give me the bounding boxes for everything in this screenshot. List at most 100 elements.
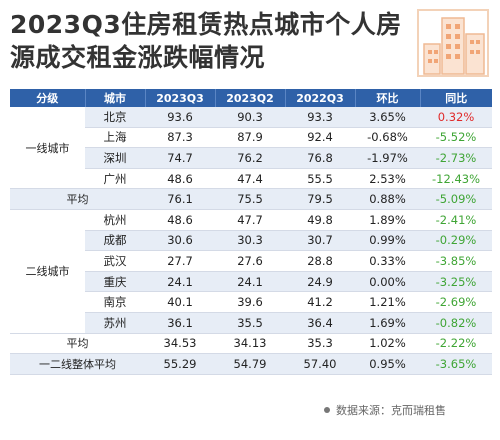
value-cell: 49.8 [285,209,355,231]
value-cell: 54.79 [215,353,285,375]
value-cell: 35.5 [215,312,285,334]
value-cell: 87.3 [145,127,215,149]
average-label: 平均 [10,188,145,210]
header-2022q3: 2022Q3 [285,89,356,107]
value-cell: 27.7 [145,250,215,272]
table-row-average: 平均 34.53 34.13 35.3 1.02% -2.22% [10,333,492,355]
header-qoq: 环比 [355,89,421,107]
value-cell: 24.1 [145,271,215,293]
qoq-cell: 0.00% [355,271,420,293]
qoq-cell: 0.99% [355,230,420,252]
qoq-cell: 0.33% [355,250,420,272]
value-cell: 48.6 [145,209,215,231]
value-cell: 76.8 [285,147,355,169]
qoq-cell: 1.89% [355,209,420,231]
value-cell: 30.7 [285,230,355,252]
yoy-cell: -3.65% [420,353,492,375]
header-2023q2: 2023Q2 [215,89,286,107]
city-cell: 广州 [85,168,145,190]
yoy-cell: -0.29% [420,230,492,252]
value-cell: 47.4 [215,168,285,190]
city-cell: 南京 [85,291,145,313]
qoq-cell: 2.53% [355,168,420,190]
group-tier1: 一线城市 [10,107,85,190]
header-yoy: 同比 [420,89,492,107]
yoy-cell: -0.82% [420,312,492,334]
value-cell: 36.1 [145,312,215,334]
group-tier2: 二线城市 [10,209,85,334]
city-cell: 重庆 [85,271,145,293]
table-row: 一线城市 北京 93.6 90.3 93.3 3.65% 0.32% [10,107,492,190]
table-row: 上海 87.3 87.9 92.4 -0.68% -5.52% [10,127,492,149]
table-row: 成都 30.6 30.3 30.7 0.99% -0.29% [10,230,492,252]
value-cell: 36.4 [285,312,355,334]
value-cell: 93.6 [145,107,215,128]
qoq-cell: 0.95% [355,353,420,375]
qoq-cell: 1.21% [355,291,420,313]
yoy-cell: -2.69% [420,291,492,313]
yoy-cell: -2.73% [420,147,492,169]
yoy-cell: -3.25% [420,271,492,293]
table-row: 南京 40.1 39.6 41.2 1.21% -2.69% [10,291,492,313]
city-cell: 武汉 [85,250,145,272]
value-cell: 39.6 [215,291,285,313]
overall-average-label: 一二线整体平均 [10,353,145,375]
table-row: 武汉 27.7 27.6 28.8 0.33% -3.85% [10,250,492,272]
yoy-cell: -5.09% [420,188,492,210]
value-cell: 79.5 [285,188,355,210]
data-source: 数据来源：克而瑞租售 [324,402,446,418]
value-cell: 90.3 [215,107,285,128]
value-cell: 92.4 [285,127,355,149]
yoy-cell: -3.85% [420,250,492,272]
city-cell: 北京 [85,107,145,128]
value-cell: 47.7 [215,209,285,231]
value-cell: 40.1 [145,291,215,313]
value-cell: 76.1 [145,188,215,210]
value-cell: 87.9 [215,127,285,149]
qoq-cell: 1.02% [355,333,420,355]
value-cell: 76.2 [215,147,285,169]
value-cell: 27.6 [215,250,285,272]
table-row-average: 平均 76.1 75.5 79.5 0.88% -5.09% [10,188,492,210]
table-row: 重庆 24.1 24.1 24.9 0.00% -3.25% [10,271,492,293]
city-cell: 深圳 [85,147,145,169]
table-row-overall-average: 一二线整体平均 55.29 54.79 57.40 0.95% -3.65% [10,353,492,375]
value-cell: 57.40 [285,353,355,375]
page-title: 2023Q3住房租赁热点城市个人房 源成交租金涨跌幅情况 [10,8,402,74]
qoq-cell: -1.97% [355,147,420,169]
table-row: 深圳 74.7 76.2 76.8 -1.97% -2.73% [10,147,492,169]
value-cell: 28.8 [285,250,355,272]
yoy-cell: 0.32% [420,107,492,128]
title-line-2: 源成交租金涨跌幅情况 [10,43,266,72]
yoy-cell: -2.41% [420,209,492,231]
building-icon [417,9,489,77]
value-cell: 74.7 [145,147,215,169]
qoq-cell: 3.65% [355,107,420,128]
value-cell: 34.53 [145,333,215,355]
yoy-cell: -12.43% [420,168,492,190]
average-label: 平均 [10,333,145,355]
table-row: 二线城市 杭州 48.6 47.7 49.8 1.89% -2.41% [10,209,492,334]
value-cell: 30.3 [215,230,285,252]
value-cell: 75.5 [215,188,285,210]
table-row: 广州 48.6 47.4 55.5 2.53% -12.43% [10,168,492,190]
city-cell: 成都 [85,230,145,252]
header-tier: 分级 [10,89,86,107]
rent-change-table: 分级 城市 2023Q3 2023Q2 2022Q3 环比 同比 一线城市 北京… [10,89,492,375]
yoy-cell: -5.52% [420,127,492,149]
value-cell: 24.1 [215,271,285,293]
value-cell: 24.9 [285,271,355,293]
header-city: 城市 [85,89,146,107]
table-header: 分级 城市 2023Q3 2023Q2 2022Q3 环比 同比 [10,89,492,107]
value-cell: 93.3 [285,107,355,128]
value-cell: 34.13 [215,333,285,355]
header-2023q3: 2023Q3 [145,89,216,107]
table-row: 苏州 36.1 35.5 36.4 1.69% -0.82% [10,312,492,334]
yoy-cell: -2.22% [420,333,492,355]
value-cell: 35.3 [285,333,355,355]
value-cell: 55.29 [145,353,215,375]
value-cell: 48.6 [145,168,215,190]
title-line-1: 2023Q3住房租赁热点城市个人房 [10,10,402,39]
value-cell: 30.6 [145,230,215,252]
qoq-cell: 0.88% [355,188,420,210]
